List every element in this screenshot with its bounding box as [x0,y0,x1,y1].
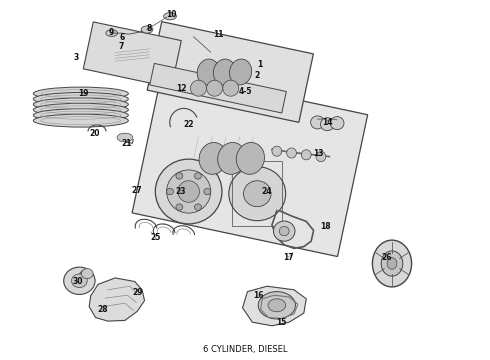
Polygon shape [243,286,306,326]
Text: 15: 15 [276,318,287,327]
FancyBboxPatch shape [132,71,368,257]
Ellipse shape [236,143,265,174]
Text: 14: 14 [322,118,333,127]
Text: 8: 8 [147,24,152,33]
Text: 24: 24 [262,187,272,196]
Ellipse shape [195,204,201,210]
Ellipse shape [33,109,128,122]
Polygon shape [89,278,145,321]
FancyBboxPatch shape [147,22,314,122]
Ellipse shape [33,114,128,127]
Ellipse shape [207,80,222,96]
Ellipse shape [279,226,289,236]
Ellipse shape [33,103,128,116]
Ellipse shape [195,173,201,179]
Ellipse shape [320,118,334,131]
Ellipse shape [268,299,286,312]
Text: 11: 11 [213,30,223,39]
Text: 21: 21 [121,139,132,148]
Ellipse shape [33,93,128,105]
Ellipse shape [197,59,220,85]
Text: 30: 30 [72,277,83,286]
Ellipse shape [316,152,326,162]
Text: 29: 29 [132,288,143,297]
FancyBboxPatch shape [83,22,181,87]
Ellipse shape [372,240,412,287]
Text: 12: 12 [176,84,187,93]
Ellipse shape [272,146,282,156]
Text: 23: 23 [175,187,186,196]
Ellipse shape [164,13,176,20]
Ellipse shape [81,269,93,279]
Ellipse shape [176,204,183,210]
Ellipse shape [218,143,246,174]
Text: 6 CYLINDER, DIESEL: 6 CYLINDER, DIESEL [203,346,287,354]
Text: 17: 17 [283,253,294,262]
Ellipse shape [387,258,397,269]
FancyBboxPatch shape [150,63,286,113]
Text: 25: 25 [150,233,161,242]
Text: 1: 1 [257,60,262,69]
Ellipse shape [301,150,311,160]
Text: 9: 9 [109,28,114,37]
Ellipse shape [167,170,211,213]
Ellipse shape [229,167,286,221]
Ellipse shape [287,148,296,158]
Ellipse shape [229,59,252,85]
Text: 20: 20 [89,129,100,138]
Ellipse shape [64,267,95,294]
Text: 3: 3 [74,53,78,62]
Text: 22: 22 [183,120,194,129]
Text: 4-5: 4-5 [238,87,252,96]
Ellipse shape [204,188,211,195]
Text: 18: 18 [320,222,331,231]
Text: 7: 7 [119,41,124,50]
Text: 27: 27 [131,186,142,195]
Ellipse shape [178,181,199,202]
Ellipse shape [155,159,222,224]
Text: 13: 13 [313,149,324,158]
Ellipse shape [72,274,87,288]
Text: 28: 28 [98,305,108,314]
Text: 16: 16 [253,292,264,300]
Ellipse shape [381,251,403,276]
Ellipse shape [33,87,128,100]
Ellipse shape [117,133,133,142]
Text: 6: 6 [120,33,125,42]
Ellipse shape [191,80,206,96]
Ellipse shape [176,173,183,179]
Ellipse shape [141,26,153,33]
Text: 26: 26 [382,253,392,262]
Ellipse shape [106,30,118,36]
Ellipse shape [330,117,344,130]
Ellipse shape [223,80,239,96]
Ellipse shape [258,292,295,319]
Text: 19: 19 [78,89,89,98]
Ellipse shape [213,59,236,85]
Ellipse shape [311,116,324,129]
Ellipse shape [199,143,227,174]
Ellipse shape [167,188,173,195]
Text: 10: 10 [166,10,177,19]
Ellipse shape [273,221,295,241]
Text: 2: 2 [255,71,260,80]
Ellipse shape [33,98,128,111]
Ellipse shape [244,181,271,207]
